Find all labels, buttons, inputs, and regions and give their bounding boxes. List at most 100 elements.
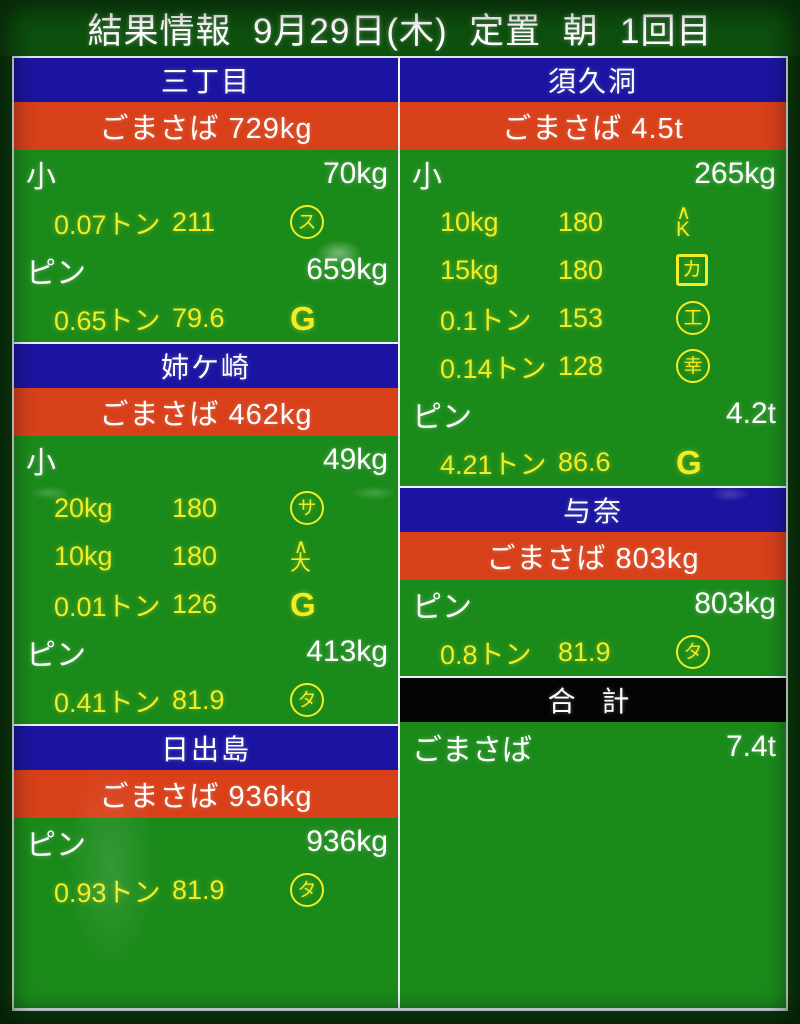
- detail-row: 0.1トン 153 工: [400, 294, 786, 342]
- mark-circled-icon: タ: [290, 873, 324, 907]
- detail-row: 10kg 180 ∧ 大: [14, 532, 398, 580]
- detail-price: 86.6: [558, 446, 611, 477]
- grade-label: ピン: [26, 829, 86, 862]
- detail-tonnage: 0.1トン: [440, 305, 532, 336]
- detail-tonnage: 10kg: [440, 206, 499, 237]
- total-row: ごまさば 7.4t: [400, 722, 786, 772]
- mark-circled-icon: 工: [676, 301, 710, 335]
- grade-weight: 70kg: [322, 157, 388, 190]
- mark-letter-g-icon: G: [676, 443, 702, 481]
- right-column: 須久洞 ごまさば 4.5t 小 265kg 10kg 180 ∧ K 15kg 180 カ 0.1トン…: [400, 58, 786, 1008]
- landing-panel: 姉ケ崎 ごまさば 462kg 小 49kg 20kg 180 サ 10kg 180 ∧ 大 0.01ト…: [14, 342, 398, 724]
- detail-price: 79.6: [172, 302, 225, 333]
- landing-panel: 与奈 ごまさば 803kg ピン 803kg 0.8トン 81.9 タ: [400, 486, 786, 676]
- grade-weight: 936kg: [306, 825, 388, 858]
- detail-price: 180: [172, 492, 218, 523]
- detail-row: 0.8トン 81.9 タ: [400, 628, 786, 676]
- grade-row: ピン 413kg: [14, 628, 398, 676]
- detail-row: 15kg 180 カ: [400, 246, 786, 294]
- detail-row: 0.65トン 79.6 G: [14, 294, 398, 342]
- mark-letter-g-icon: G: [290, 299, 316, 337]
- panel-body: 小 70kg 0.07トン 211 スピン 659kg 0.65トン 79.6 G: [14, 150, 398, 342]
- total-species: ごまさば: [412, 734, 532, 767]
- grade-weight: 413kg: [306, 635, 388, 668]
- panel-port-title[interactable]: 須久洞: [400, 58, 786, 102]
- mark-circled-icon: 幸: [676, 349, 710, 383]
- panel-species-total: ごまさば 462kg: [14, 388, 398, 436]
- detail-row: 0.14トン 128 幸: [400, 342, 786, 390]
- detail-tonnage: 10kg: [54, 540, 113, 571]
- total-band-label: 合 計: [400, 678, 786, 722]
- grade-row: ピン 803kg: [400, 580, 786, 628]
- panel-species-total: ごまさば 803kg: [400, 532, 786, 580]
- grade-weight: 265kg: [694, 157, 776, 190]
- mark-yamagata-icon: ∧ 大: [290, 536, 311, 575]
- detail-tonnage: 0.93トン: [54, 877, 161, 908]
- detail-row: 20kg 180 サ: [14, 484, 398, 532]
- grade-row: ピン 4.2t: [400, 390, 786, 438]
- grade-weight: 659kg: [306, 253, 388, 286]
- panel-body: ピン 936kg 0.93トン 81.9 タ: [14, 818, 398, 914]
- panel-port-title[interactable]: 与奈: [400, 488, 786, 532]
- grade-row: ピン 936kg: [14, 818, 398, 866]
- title-round: 1回目: [620, 11, 713, 51]
- landing-panel: 日出島 ごまさば 936kg ピン 936kg 0.93トン 81.9 タ: [14, 724, 398, 914]
- panel-port-title[interactable]: 三丁目: [14, 58, 398, 102]
- title-time: 朝: [562, 11, 599, 51]
- title-method: 定置: [469, 11, 542, 51]
- panel-body: 小 49kg 20kg 180 サ 10kg 180 ∧ 大 0.01トン 126 G ピン 413kg 0…: [14, 436, 398, 724]
- mark-circled-icon: タ: [290, 683, 324, 717]
- title-date: 9月29日(木): [252, 11, 448, 51]
- panel-species-total: ごまさば 4.5t: [400, 102, 786, 150]
- detail-price: 180: [558, 206, 604, 237]
- detail-price: 153: [558, 302, 604, 333]
- left-column: 三丁目 ごまさば 729kg 小 70kg 0.07トン 211 スピン 659kg 0.65ト…: [14, 58, 400, 1008]
- detail-price: 81.9: [172, 874, 225, 905]
- mark-circled-icon: サ: [290, 491, 324, 525]
- grade-label: ピン: [26, 257, 86, 290]
- detail-tonnage: 0.8トン: [440, 639, 532, 670]
- detail-tonnage: 0.65トン: [54, 305, 161, 336]
- title-report: 結果情報: [87, 11, 232, 51]
- detail-tonnage: 0.14トン: [440, 353, 547, 384]
- panel-species-total: ごまさば 729kg: [14, 102, 398, 150]
- mark-circled-icon: ス: [290, 205, 324, 239]
- panel-species-total: ごまさば 936kg: [14, 770, 398, 818]
- detail-tonnage: 20kg: [54, 492, 113, 523]
- grade-label: ピン: [26, 639, 86, 672]
- detail-row: 0.93トン 81.9 タ: [14, 866, 398, 914]
- detail-row: 4.21トン 86.6 G: [400, 438, 786, 486]
- mark-letter-g-icon: G: [290, 585, 316, 623]
- detail-price: 81.9: [172, 684, 225, 715]
- grade-label: 小: [26, 161, 56, 194]
- detail-price: 211: [172, 206, 216, 237]
- page-title: 結果情報 9月29日(木) 定置 朝 1回目: [0, 0, 800, 56]
- grade-weight: 4.2t: [725, 397, 776, 430]
- detail-price: 126: [172, 588, 218, 619]
- detail-row: 10kg 180 ∧ K: [400, 198, 786, 246]
- total-weight: 7.4t: [725, 730, 776, 763]
- mark-circled-icon: タ: [676, 635, 710, 669]
- grade-label: ピン: [412, 591, 472, 624]
- grade-weight: 803kg: [694, 587, 776, 620]
- grade-weight: 49kg: [322, 443, 388, 476]
- grade-row: 小 49kg: [14, 436, 398, 484]
- detail-row: 0.01トン 126 G: [14, 580, 398, 628]
- panel-port-title[interactable]: 姉ケ崎: [14, 344, 398, 388]
- detail-row: 0.07トン 211 ス: [14, 198, 398, 246]
- panel-body: ピン 803kg 0.8トン 81.9 タ: [400, 580, 786, 676]
- grade-row: 小 265kg: [400, 150, 786, 198]
- results-board: 三丁目 ごまさば 729kg 小 70kg 0.07トン 211 スピン 659kg 0.65ト…: [12, 56, 788, 1011]
- grade-label: 小: [26, 447, 56, 480]
- grade-label: ピン: [412, 401, 472, 434]
- detail-tonnage: 0.07トン: [54, 209, 161, 240]
- panel-port-title[interactable]: 日出島: [14, 726, 398, 770]
- detail-price: 81.9: [558, 636, 611, 667]
- detail-tonnage: 0.01トン: [54, 591, 161, 622]
- detail-tonnage: 15kg: [440, 254, 499, 285]
- detail-price: 128: [558, 350, 604, 381]
- mark-squared-icon: カ: [676, 254, 708, 286]
- landing-panel: 三丁目 ごまさば 729kg 小 70kg 0.07トン 211 スピン 659kg 0.65ト…: [14, 58, 398, 342]
- grade-row: ピン 659kg: [14, 246, 398, 294]
